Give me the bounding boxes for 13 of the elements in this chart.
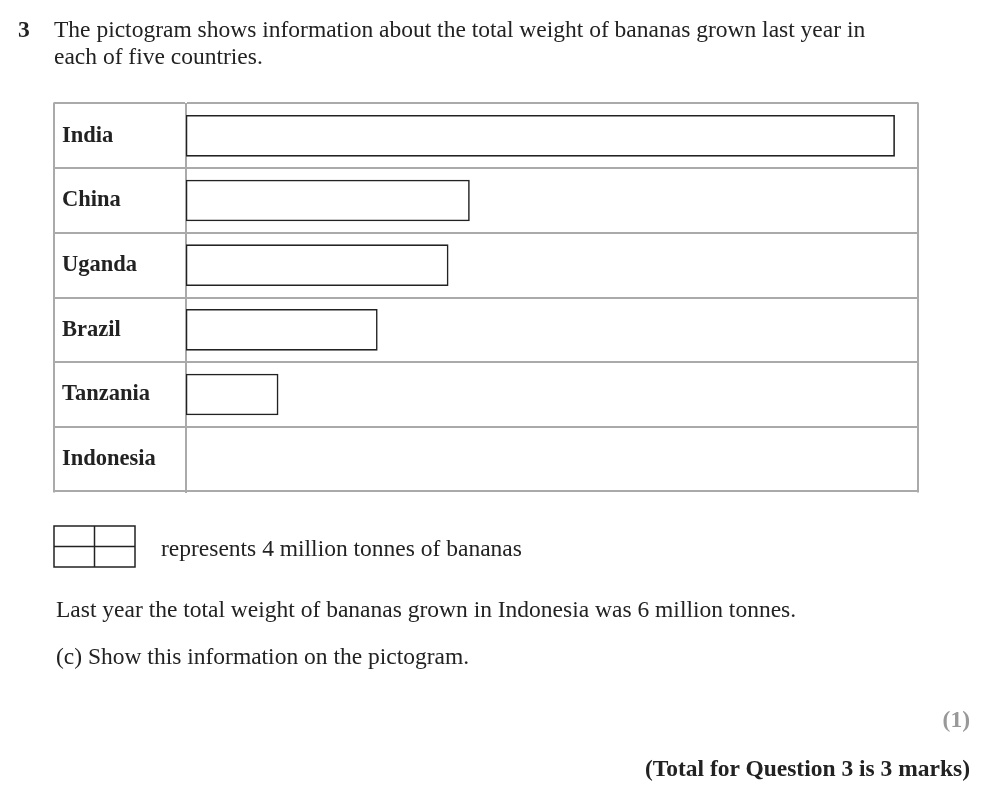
text: (c) Show this information on the pictogram. — [56, 643, 470, 670]
y-tick-label: Indonesia — [62, 444, 156, 470]
text: (1) — [942, 706, 970, 733]
text: (Total for Question 3 is 3 marks) — [644, 755, 970, 782]
text: Last year the total weight of bananas grown in Indonesia was 6 million tonnes. — [56, 596, 797, 623]
chart-title: The pictogram shows information about the total weight of bananas grown last year in each of five countries. — [54, 16, 867, 70]
y-tick-label: Brazil — [62, 315, 121, 341]
y-tick-label: Tanzania — [62, 380, 150, 406]
y-tick-label: Uganda — [62, 250, 138, 276]
y-tick-label: India — [62, 121, 114, 147]
text: represents 4 million tonnes of bananas — [161, 535, 522, 562]
text: 3 — [18, 16, 30, 43]
y-tick-label: China — [62, 186, 121, 212]
